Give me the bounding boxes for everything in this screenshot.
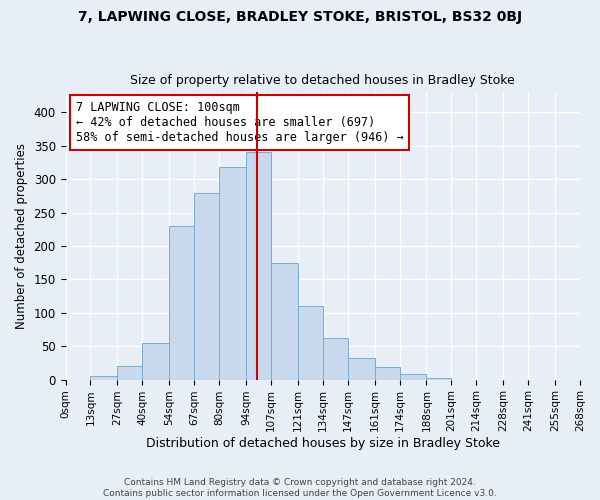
Bar: [169, 226, 194, 380]
Text: 7, LAPWING CLOSE, BRADLEY STOKE, BRISTOL, BS32 0BJ: 7, LAPWING CLOSE, BRADLEY STOKE, BRISTOL…: [78, 10, 522, 24]
Title: Size of property relative to detached houses in Bradley Stoke: Size of property relative to detached ho…: [130, 74, 515, 87]
Bar: [374, 367, 400, 380]
Bar: [323, 338, 348, 380]
Bar: [246, 152, 271, 380]
Y-axis label: Number of detached properties: Number of detached properties: [15, 143, 28, 329]
X-axis label: Distribution of detached houses by size in Bradley Stoke: Distribution of detached houses by size …: [146, 437, 500, 450]
Text: 7 LAPWING CLOSE: 100sqm
← 42% of detached houses are smaller (697)
58% of semi-d: 7 LAPWING CLOSE: 100sqm ← 42% of detache…: [76, 101, 404, 144]
Bar: [298, 306, 323, 380]
Bar: [427, 378, 451, 380]
Bar: [348, 358, 374, 380]
Text: Contains HM Land Registry data © Crown copyright and database right 2024.
Contai: Contains HM Land Registry data © Crown c…: [103, 478, 497, 498]
Bar: [400, 374, 427, 380]
Bar: [142, 343, 169, 380]
Bar: [91, 376, 118, 380]
Bar: [219, 167, 246, 380]
Bar: [271, 262, 298, 380]
Bar: [118, 366, 142, 380]
Bar: [194, 192, 219, 380]
